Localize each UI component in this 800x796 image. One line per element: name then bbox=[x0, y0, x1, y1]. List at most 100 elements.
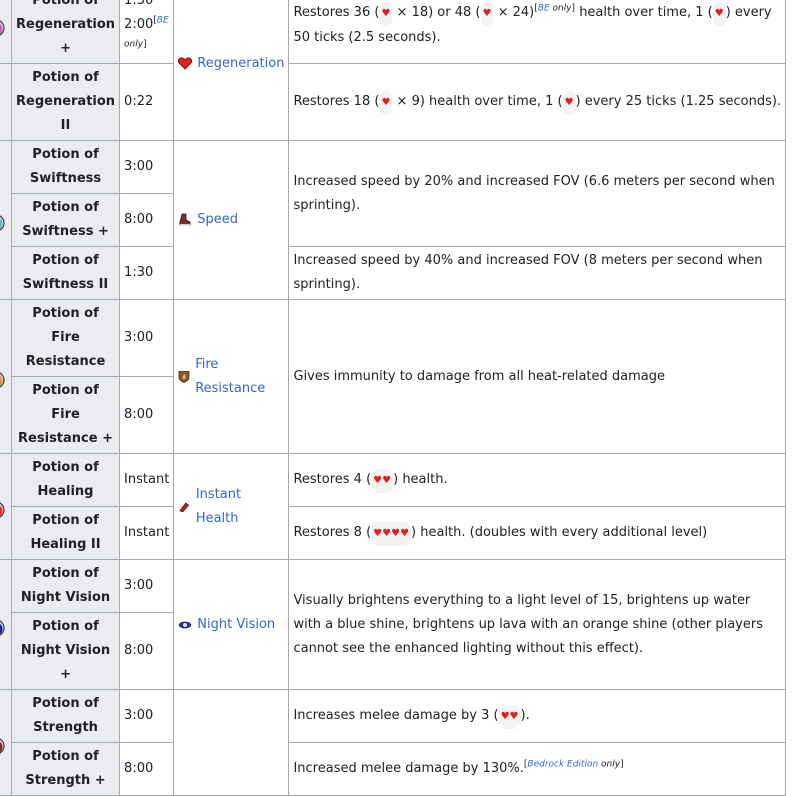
potion-icon-cell bbox=[0, 689, 12, 796]
potion-name: Potion of Regeneration II bbox=[10, 63, 121, 141]
fire-shield-icon bbox=[178, 370, 190, 383]
potion-name: Potion of Fire Resistance + bbox=[10, 376, 121, 454]
description-cell: Increased speed by 40% and increased FOV… bbox=[288, 246, 787, 300]
health-heart-icon: ♥♥ bbox=[498, 704, 521, 729]
description-cell: Increased speed by 20% and increased FOV… bbox=[288, 140, 787, 247]
table-row: Potion of Swiftness 3:00 Speed Increased… bbox=[0, 140, 787, 300]
effect-link-speed[interactable]: Speed bbox=[197, 212, 239, 227]
edition-note: [Bedrock Edition only] bbox=[523, 759, 624, 770]
description-cell: Restores 8 (♥♥♥♥) health. (doubles with … bbox=[288, 506, 787, 560]
desc-text: ) health. (doubles with every additional… bbox=[411, 524, 708, 540]
duration-value: 8:00 bbox=[119, 193, 175, 247]
desc-text: Restores 36 ( bbox=[293, 4, 380, 20]
desc-text: Restores 4 ( bbox=[293, 471, 372, 487]
strength-potion-icon bbox=[0, 737, 5, 754]
desc-text: ) health. bbox=[393, 471, 448, 487]
note-text: only bbox=[549, 3, 572, 14]
health-heart-icon: ♥ bbox=[379, 1, 393, 26]
table-row: Potion of Swiftness II 1:30 Increased sp… bbox=[0, 246, 787, 300]
potion-icon-cell bbox=[0, 63, 12, 141]
effect-link-night-vision[interactable]: Night Vision bbox=[197, 616, 276, 632]
table-row: Potion of Healing II Instant Restores 8 … bbox=[0, 506, 787, 560]
health-heart-icon: ♥ bbox=[480, 1, 494, 26]
note-text: only bbox=[124, 39, 144, 50]
note-text: only bbox=[598, 759, 621, 770]
potion-name: Potion of Strength + bbox=[10, 742, 121, 796]
duration-value: 1:30 bbox=[119, 246, 175, 300]
description-cell: Visually brightens everything to a light… bbox=[288, 559, 787, 690]
edition-note: [BE only] bbox=[534, 3, 576, 14]
health-heart-icon: ♥♥ bbox=[371, 468, 394, 493]
description-cell: Increased melee damage by 130%.[Bedrock … bbox=[288, 742, 787, 796]
duration-value: 8:00 bbox=[119, 742, 175, 796]
effect-cell: Speed bbox=[173, 140, 290, 300]
potion-name: Potion of Night Vision bbox=[10, 559, 121, 613]
desc-text: × 9) health over time, 1 ( bbox=[392, 93, 563, 109]
table-row: Potion of Regeneration + 1:30 2:00[BE on… bbox=[0, 0, 787, 141]
potion-name: Potion of Swiftness II bbox=[10, 246, 121, 300]
potion-icon-cell bbox=[0, 140, 12, 300]
duration-value: 3:00 bbox=[119, 140, 175, 194]
regeneration-potion-icon bbox=[0, 20, 5, 36]
effect-cell: Instant Health bbox=[173, 453, 290, 560]
be-link[interactable]: BE bbox=[156, 15, 169, 26]
table-row: Potion of Fire Resistance 3:00 Fire Resi… bbox=[0, 299, 787, 454]
bedrock-edition-link[interactable]: Bedrock Edition bbox=[527, 759, 599, 770]
potion-icon-cell bbox=[0, 0, 12, 64]
desc-text: × 24) bbox=[493, 4, 535, 20]
speed-boot-icon bbox=[179, 213, 191, 226]
duration-value: Instant bbox=[119, 506, 175, 560]
description-cell: Restores 18 (♥ × 9) health over time, 1 … bbox=[288, 63, 787, 141]
effect-link-instant-health[interactable]: Instant Health bbox=[195, 486, 242, 526]
duration-value-be: 2:00 bbox=[124, 17, 154, 32]
description-cell: Restores 4 (♥♥) health. bbox=[288, 453, 787, 507]
fire-resistance-potion-icon bbox=[0, 371, 5, 388]
potion-icon-cell bbox=[0, 299, 12, 454]
duration-value: 3:00 bbox=[119, 299, 175, 377]
potion-name: Potion of Healing II bbox=[10, 506, 121, 560]
effect-cell: Night Vision bbox=[173, 559, 290, 690]
desc-text: Increased melee damage by 130%. bbox=[293, 761, 524, 776]
health-heart-icon: ♥ bbox=[712, 1, 726, 26]
effect-link-regeneration[interactable]: Regeneration bbox=[197, 55, 285, 71]
swiftness-potion-icon bbox=[0, 215, 5, 231]
be-link[interactable]: BE bbox=[537, 3, 550, 14]
heart-icon bbox=[178, 57, 193, 70]
desc-text: ) every 25 ticks (1.25 seconds). bbox=[575, 93, 782, 109]
effect-cell: Regeneration bbox=[173, 0, 290, 141]
description-cell: Gives immunity to damage from all heat-r… bbox=[288, 299, 787, 454]
health-heart-icon: ♥♥♥♥ bbox=[371, 521, 412, 546]
desc-text: × 18) or 48 ( bbox=[392, 4, 481, 20]
desc-text: Restores 8 ( bbox=[293, 524, 372, 540]
potion-name: Potion of Night Vision + bbox=[10, 612, 121, 690]
night-vision-potion-icon bbox=[0, 619, 5, 636]
duration-value: 8:00 bbox=[119, 612, 175, 690]
effect-cell: Fire Resistance bbox=[173, 299, 290, 454]
table-row: Potion of Regeneration II 0:22 Restores … bbox=[0, 63, 787, 141]
health-heart-icon: ♥ bbox=[562, 90, 576, 115]
potion-name: Potion of Healing bbox=[10, 453, 121, 507]
desc-text: Increases melee damage by 3 ( bbox=[293, 707, 499, 723]
duration-cell: 1:30 2:00[BE only] bbox=[119, 0, 175, 64]
desc-text: ). bbox=[520, 707, 530, 723]
instant-health-icon bbox=[179, 502, 190, 512]
potion-name: Potion of Swiftness bbox=[10, 140, 121, 194]
table-row: Potion of Strength 3:00 Increases melee … bbox=[0, 689, 787, 796]
healing-potion-icon bbox=[0, 501, 5, 518]
potion-name: Potion of Strength bbox=[10, 689, 121, 743]
duration-value: 8:00 bbox=[119, 376, 175, 454]
eye-icon bbox=[178, 621, 192, 628]
duration-value: 0:22 bbox=[119, 63, 175, 141]
description-cell: Restores 36 (♥ × 18) or 48 (♥ × 24)[BE o… bbox=[288, 0, 787, 64]
health-heart-icon: ♥ bbox=[379, 90, 393, 115]
effect-cell bbox=[173, 689, 290, 796]
desc-text: ) every bbox=[725, 4, 772, 20]
potion-name: Potion of Swiftness + bbox=[10, 193, 121, 247]
potion-name: Potion of Fire Resistance bbox=[10, 299, 121, 377]
edition-note: [BE only] bbox=[124, 15, 169, 50]
duration-value: 3:00 bbox=[119, 559, 175, 613]
desc-text: health over time, 1 ( bbox=[575, 4, 713, 20]
effect-link-fire-resistance[interactable]: Fire Resistance bbox=[195, 356, 266, 396]
potion-name: Potion of Regeneration + bbox=[10, 0, 121, 64]
